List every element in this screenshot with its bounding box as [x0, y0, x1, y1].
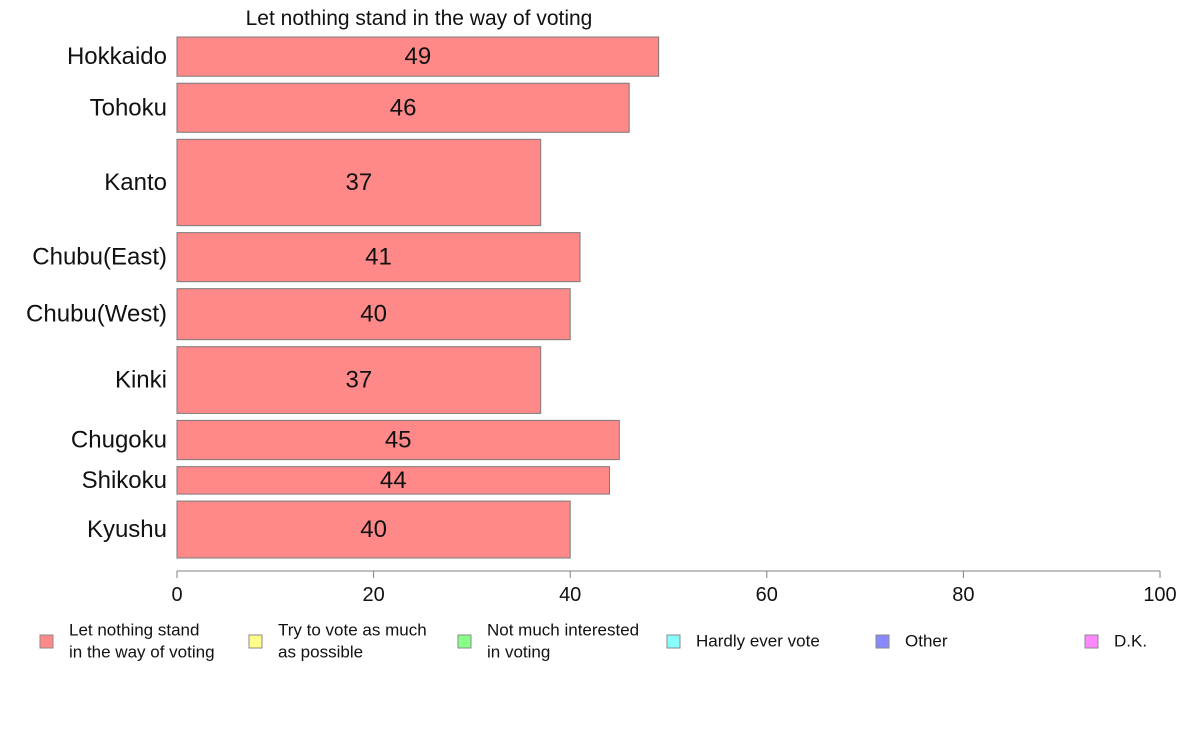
legend-label: in voting: [487, 643, 550, 662]
x-tick-label: 40: [559, 584, 581, 606]
bar-shikoku: [176, 466, 611, 495]
category-label: Kanto: [104, 169, 167, 196]
x-axis: 0 20 40 60 80 100: [171, 570, 1177, 606]
legend-swatch: [875, 634, 890, 649]
legend-item: D.K.: [1084, 632, 1147, 651]
data-label: 37: [346, 169, 373, 196]
category-label: Kyushu: [87, 516, 167, 543]
legend-label: as possible: [278, 643, 363, 662]
category-label: Kinki: [115, 367, 167, 394]
bar-hokkaido: [176, 36, 660, 77]
category-label: Chugoku: [71, 427, 167, 454]
category-label: Chubu(East): [32, 244, 167, 271]
data-label: 37: [346, 367, 373, 394]
legend-label: Try to vote as much: [278, 621, 427, 640]
legend-label: Not much interested: [487, 621, 639, 640]
x-tick-label: 0: [171, 584, 182, 606]
legend-item: Not much interested in voting: [457, 621, 639, 662]
data-label: 46: [390, 94, 417, 121]
legend-label: Let nothing stand: [69, 621, 199, 640]
data-label: 41: [365, 244, 392, 271]
chart-title: Let nothing stand in the way of voting: [246, 7, 593, 30]
legend-swatch: [457, 634, 472, 649]
legend-swatch: [248, 634, 263, 649]
data-label: 49: [404, 43, 431, 70]
legend-label: Hardly ever vote: [696, 632, 820, 651]
x-tick-label: 100: [1143, 584, 1176, 606]
category-label: Shikoku: [82, 467, 167, 494]
legend-swatch: [1084, 634, 1099, 649]
data-label: 40: [360, 516, 387, 543]
bar-tohoku: [176, 82, 630, 133]
data-label: 44: [380, 467, 407, 494]
bar-chugoku: [176, 419, 620, 461]
legend-swatch: [39, 634, 54, 649]
bars-layer: Hokkaido 49 Tohoku 46 Kanto 37 Chubu(East) 41 Ch…: [26, 36, 660, 559]
legend-item: Let nothing stand in the way of voting: [39, 621, 215, 662]
legend-label: Other: [905, 632, 948, 651]
legend-swatch: [666, 634, 681, 649]
legend-label: in the way of voting: [69, 643, 215, 662]
legend-item: Other: [875, 632, 948, 651]
category-label: Chubu(West): [26, 301, 167, 328]
legend-item: Hardly ever vote: [666, 632, 820, 651]
category-label: Hokkaido: [67, 43, 167, 70]
bar-kyushu: [176, 500, 571, 559]
bar-chubu-west-: [176, 288, 571, 341]
x-tick-label: 60: [756, 584, 778, 606]
data-label: 45: [385, 427, 412, 454]
bar-kinki: [176, 346, 542, 414]
bar-kanto: [176, 138, 542, 227]
bar-chubu-east-: [176, 232, 581, 283]
legend-item: Try to vote as much as possible: [248, 621, 427, 662]
legend: Let nothing stand in the way of voting Try…: [39, 621, 1147, 662]
x-tick-label: 20: [362, 584, 384, 606]
legend-label: D.K.: [1114, 632, 1147, 651]
x-tick-label: 80: [952, 584, 974, 606]
data-label: 40: [360, 301, 387, 328]
category-label: Tohoku: [90, 94, 167, 121]
